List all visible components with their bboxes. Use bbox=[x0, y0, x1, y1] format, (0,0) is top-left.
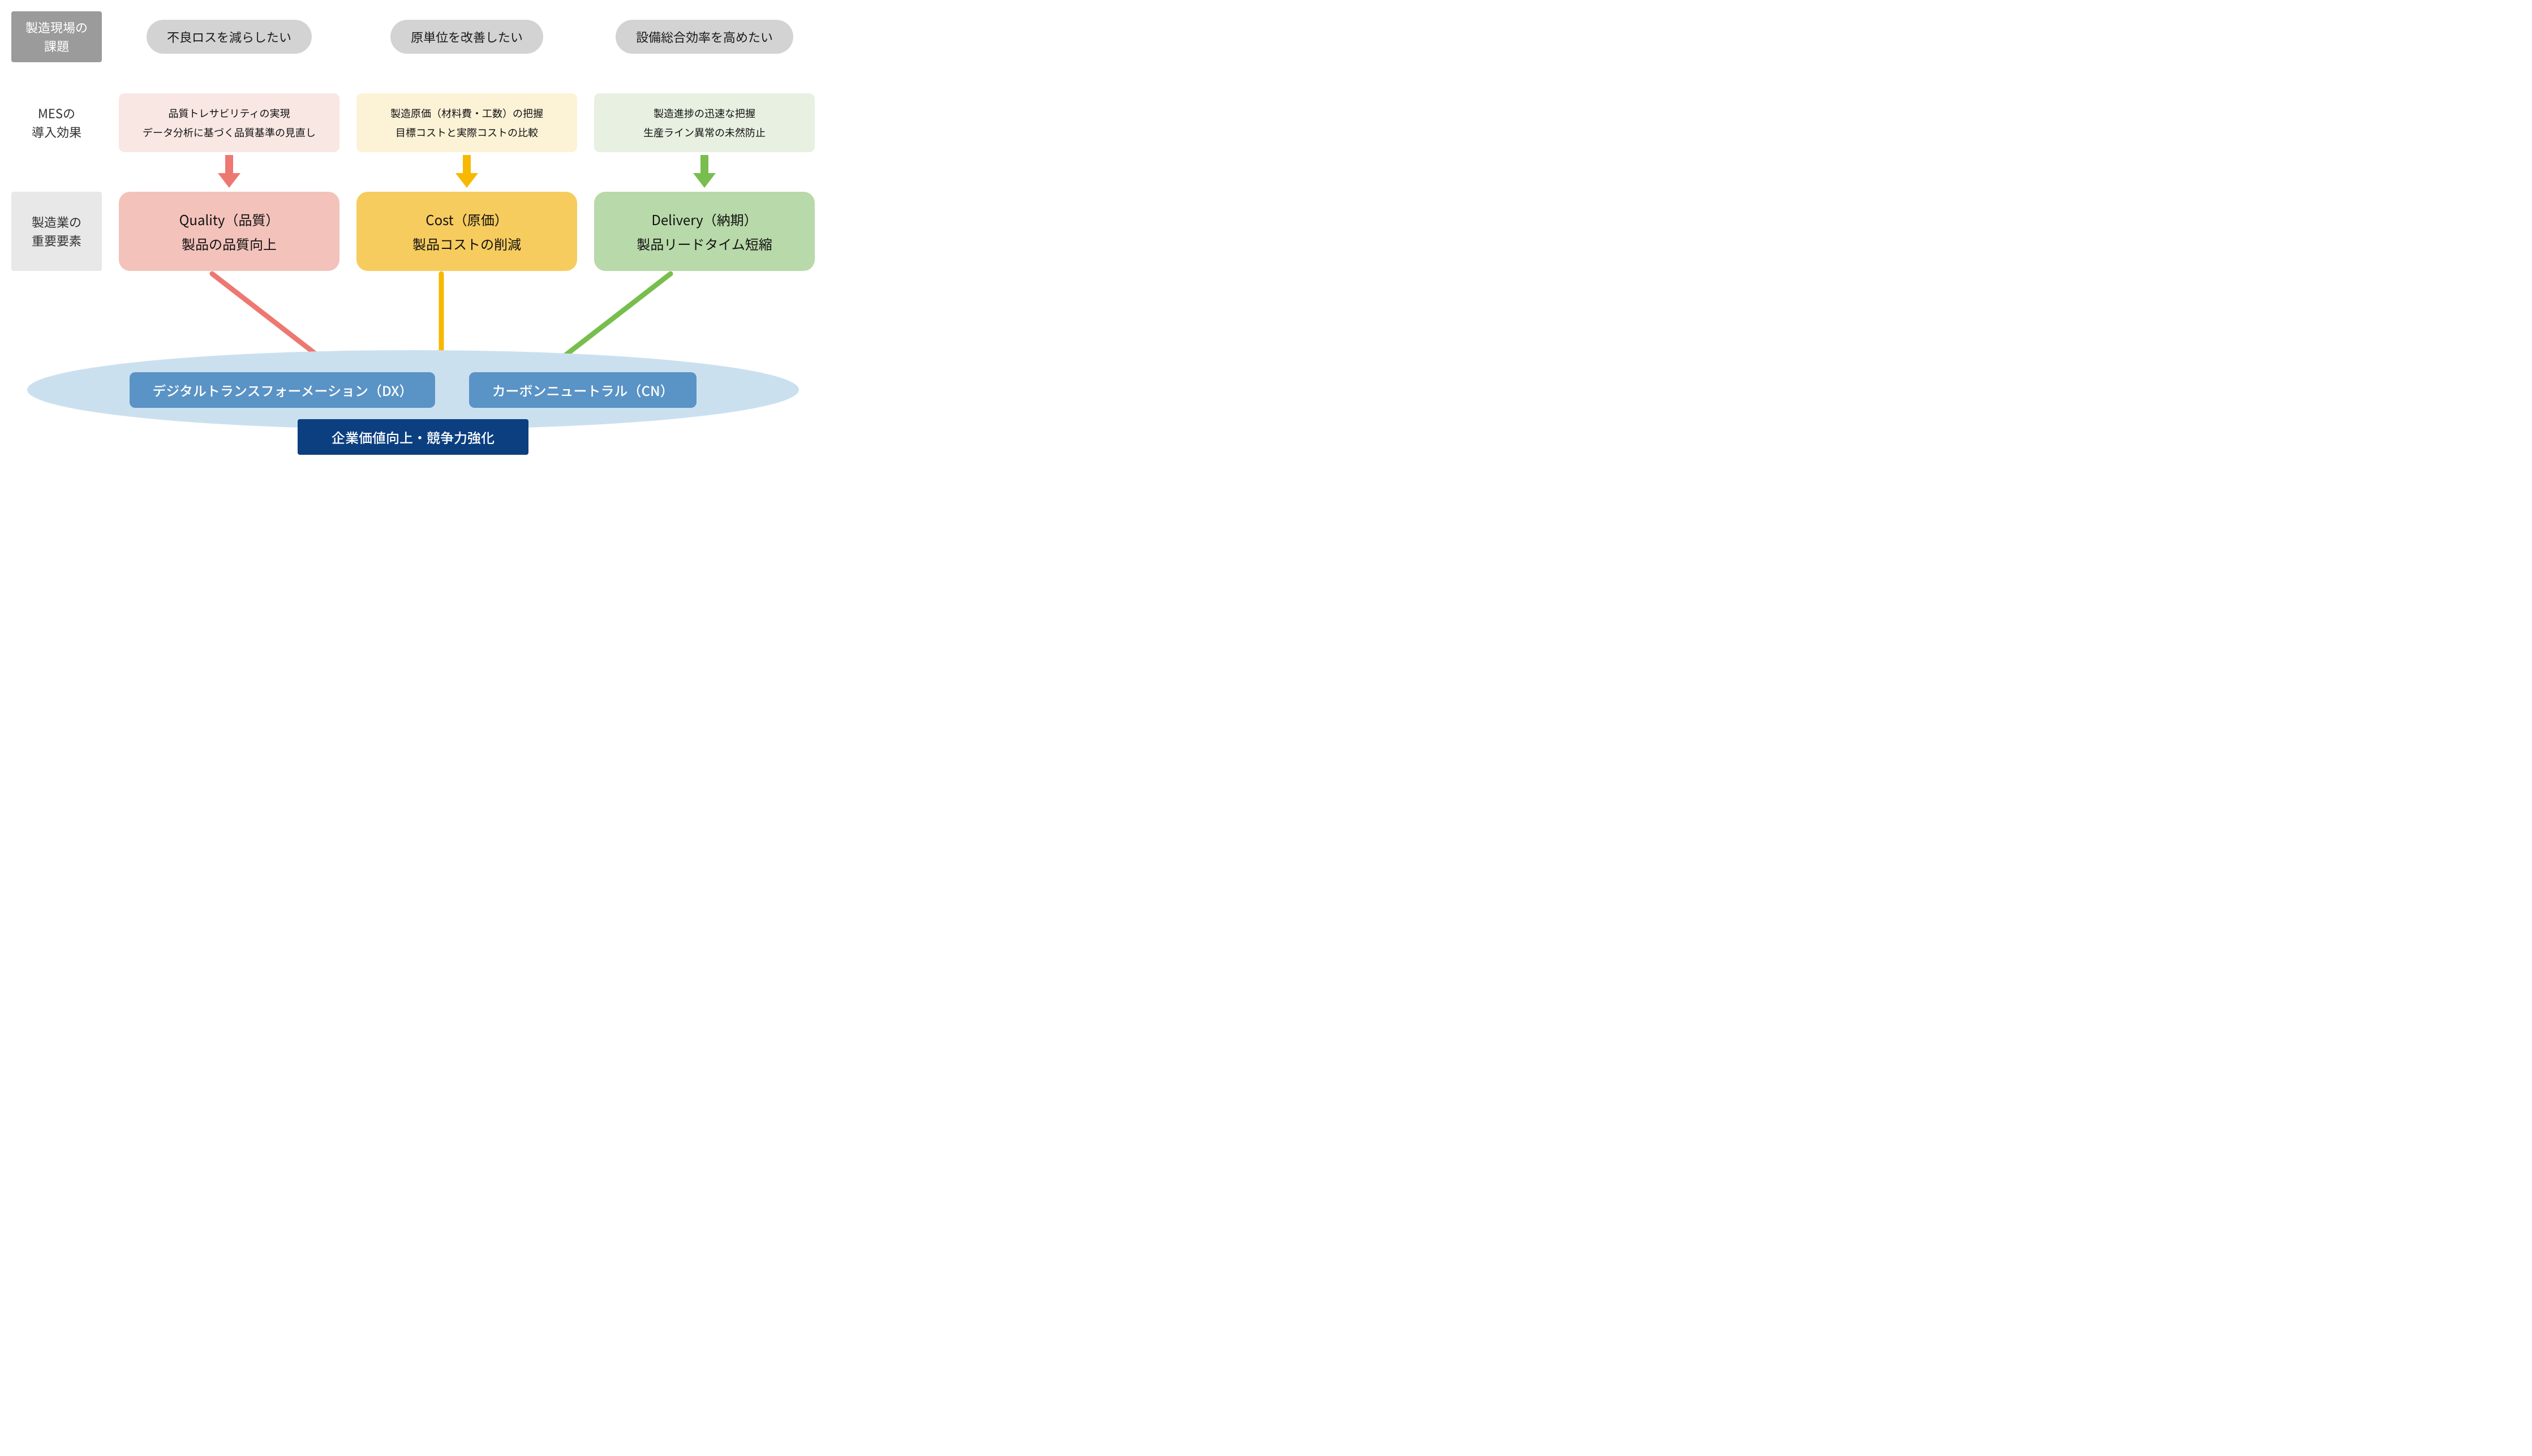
row3-label: 製造業の 重要要素 bbox=[11, 192, 102, 271]
challenge-col-2: 原単位を改善したい bbox=[356, 20, 577, 54]
effect2-line2: 目標コストと実際コストの比較 bbox=[396, 125, 538, 140]
bottom-area: デジタルトランスフォーメーション（DX） カーボンニュートラル（CN） 企業価値… bbox=[11, 350, 815, 455]
challenge-col-1: 不良ロスを減らしたい bbox=[119, 20, 339, 54]
challenge-pill-2: 原単位を改善したい bbox=[390, 20, 543, 54]
effect3-line2: 生産ライン異常の未然防止 bbox=[643, 125, 766, 140]
row1-label-line1: 製造現場の bbox=[25, 18, 88, 36]
outcome-bar: 企業価値向上・競争力強化 bbox=[298, 419, 528, 455]
row2-label-line2: 導入効果 bbox=[32, 123, 81, 141]
outcome-pill-cn-text: カーボンニュートラル（CN） bbox=[492, 380, 673, 400]
row2-label: MESの 導入効果 bbox=[11, 97, 102, 148]
qcd-cost-line2: 製品コストの削減 bbox=[412, 231, 521, 256]
arrow-down-icon bbox=[455, 155, 478, 189]
row1-label-line2: 課題 bbox=[44, 37, 69, 55]
qcd-box-cost: Cost（原価） 製品コストの削減 bbox=[356, 192, 577, 271]
qcd-delivery-line1: Delivery（納期） bbox=[651, 207, 757, 231]
row2-label-line1: MESの bbox=[38, 104, 75, 122]
effect2-line1: 製造原価（材料費・工数）の把握 bbox=[390, 106, 543, 120]
effect3-line1: 製造進捗の迅速な把握 bbox=[654, 106, 755, 120]
challenge-text-2: 原単位を改善したい bbox=[411, 28, 523, 46]
outcome-ellipse: デジタルトランスフォーメーション（DX） カーボンニュートラル（CN） bbox=[27, 350, 798, 429]
challenge-pill-3: 設備総合効率を高めたい bbox=[616, 20, 793, 54]
challenge-text-1: 不良ロスを減らしたい bbox=[167, 28, 291, 46]
effect-box-3: 製造進捗の迅速な把握 生産ライン異常の未然防止 bbox=[594, 93, 815, 152]
qcd-quality-line1: Quality（品質） bbox=[179, 207, 280, 231]
arrow-down-icon bbox=[218, 155, 240, 189]
qcd-quality-line2: 製品の品質向上 bbox=[182, 231, 277, 256]
short-arrow-3-wrap bbox=[594, 152, 815, 192]
outcome-bar-text: 企業価値向上・競争力強化 bbox=[332, 427, 495, 447]
outcome-pill-cn: カーボンニュートラル（CN） bbox=[469, 372, 696, 408]
qcd-box-delivery: Delivery（納期） 製品リードタイム短縮 bbox=[594, 192, 815, 271]
arrow-down-icon bbox=[693, 155, 716, 189]
qcd-cost-line1: Cost（原価） bbox=[425, 207, 508, 231]
short-arrow-2-wrap bbox=[356, 152, 577, 192]
qcd-delivery-line2: 製品リードタイム短縮 bbox=[637, 231, 772, 256]
effect1-line1: 品質トレサビリティの実現 bbox=[169, 106, 290, 120]
outcome-pill-dx: デジタルトランスフォーメーション（DX） bbox=[130, 372, 435, 408]
challenge-col-3: 設備総合効率を高めたい bbox=[594, 20, 815, 54]
challenge-text-3: 設備総合効率を高めたい bbox=[636, 28, 773, 46]
effect-box-1: 品質トレサビリティの実現 データ分析に基づく品質基準の見直し bbox=[119, 93, 339, 152]
row3-label-line2: 重要要素 bbox=[32, 231, 81, 249]
effect1-line2: データ分析に基づく品質基準の見直し bbox=[143, 125, 316, 140]
row3-label-line1: 製造業の bbox=[32, 213, 81, 231]
effect-box-2: 製造原価（材料費・工数）の把握 目標コストと実際コストの比較 bbox=[356, 93, 577, 152]
short-arrow-1-wrap bbox=[119, 152, 339, 192]
outcome-pill-dx-text: デジタルトランスフォーメーション（DX） bbox=[152, 380, 412, 400]
challenge-pill-1: 不良ロスを減らしたい bbox=[147, 20, 312, 54]
row1-label: 製造現場の 課題 bbox=[11, 11, 102, 62]
qcd-box-quality: Quality（品質） 製品の品質向上 bbox=[119, 192, 339, 271]
